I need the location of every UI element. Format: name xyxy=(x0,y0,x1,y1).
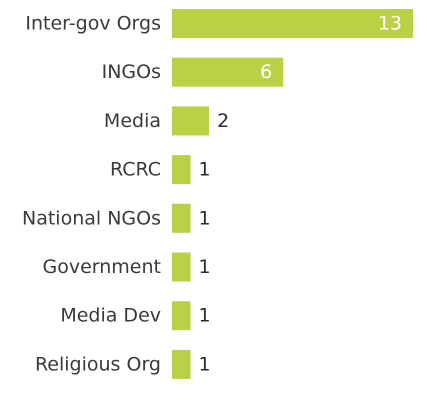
value-label: 13 xyxy=(378,13,402,35)
category-label: Government xyxy=(43,256,162,278)
category-label: Media xyxy=(104,110,161,132)
category-label: Inter-gov Orgs xyxy=(25,13,161,35)
category-label: Religious Org xyxy=(35,353,161,375)
category-label: National NGOs xyxy=(22,207,161,229)
category-label: INGOs xyxy=(102,61,161,83)
bar xyxy=(172,349,191,379)
value-label: 6 xyxy=(260,61,272,83)
value-label: 1 xyxy=(199,207,211,229)
bar xyxy=(172,203,191,233)
bar xyxy=(172,57,284,87)
bar xyxy=(172,252,191,282)
value-label: 1 xyxy=(199,353,211,375)
category-label: Media Dev xyxy=(60,305,161,327)
value-label: 1 xyxy=(199,305,211,327)
value-label: 1 xyxy=(199,256,211,278)
value-label: 2 xyxy=(217,110,229,132)
bar xyxy=(172,301,191,331)
bar xyxy=(172,9,413,38)
bars-layer: Inter-gov Orgs 13 INGOs 6 Media 2 RCRC 1 Nationa… xyxy=(22,9,413,379)
category-label: RCRC xyxy=(110,159,161,181)
bar xyxy=(172,155,191,185)
bar xyxy=(172,106,210,136)
value-label: 1 xyxy=(199,159,211,181)
